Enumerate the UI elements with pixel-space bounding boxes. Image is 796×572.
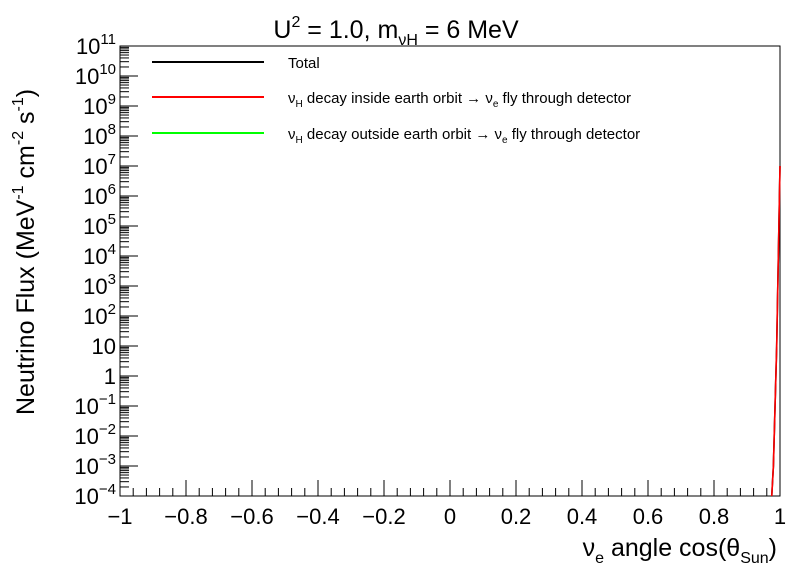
ylabel-s1: -1 (10, 185, 27, 199)
title-sub: νH (398, 32, 418, 49)
y-tick-label: 105 (83, 211, 116, 239)
legend-entry: νH decay inside earth orbit → νe fly thr… (288, 90, 631, 110)
y-tick-label: 10−4 (74, 481, 116, 509)
xlabel-sub2: Sun (740, 550, 768, 567)
y-tick-labels: 10−410−310−210−11 10 102103104105106107108… (74, 31, 116, 509)
x-tick-label: −0.8 (164, 504, 207, 529)
x-tick-label: −0.4 (296, 504, 339, 529)
y-tick-label: 10−1 (74, 391, 116, 419)
x-tick-label: −0.6 (230, 504, 273, 529)
ylabel-d: ) (12, 89, 40, 97)
xlabel-post: ) (769, 534, 777, 562)
legend-entry: νH decay outside earth orbit → νe fly th… (288, 126, 640, 146)
y-tick-label: 107 (83, 151, 116, 179)
y-tick-label: 109 (83, 91, 116, 119)
y-tick-label: 1011 (76, 31, 116, 59)
xlabel-pre: ν (583, 534, 596, 562)
x-tick-label: −1 (107, 504, 132, 529)
y-axis-label: Neutrino Flux (MeV-1 cm-2 s-1) (10, 89, 40, 415)
x-tick-label: −0.2 (362, 504, 405, 529)
y-tick-label: 104 (83, 241, 116, 269)
y-tick-label: 10 (92, 334, 116, 359)
chart-title: U2 = 1.0, mνH = 6 MeV (273, 14, 519, 49)
title-mid: = 1.0, m (300, 16, 398, 44)
xlabel-mid: angle cos(θ (604, 534, 740, 562)
y-tick-label: 108 (83, 121, 116, 149)
plot-frame (119, 45, 781, 497)
xlabel-sub1: e (595, 550, 604, 567)
x-tick-label: 0.6 (633, 504, 664, 529)
ylabel-s2: -2 (10, 131, 27, 145)
x-tick-label: 0 (444, 504, 456, 529)
title-base: U (273, 16, 291, 44)
y-tick-label: 106 (83, 181, 116, 209)
title-sup: 2 (291, 14, 300, 31)
x-tick-label: 0.4 (567, 504, 598, 529)
y-tick-label: 1 (104, 364, 116, 389)
ylabel-c: s (12, 111, 40, 130)
y-tick-label: 10−3 (74, 451, 116, 479)
y-tick-label: 102 (83, 301, 116, 329)
legend: Total νH decay inside earth orbit → νe fl… (152, 55, 640, 146)
ylabel-a: Neutrino Flux (MeV (12, 199, 40, 415)
y-tick-label: 10−2 (74, 421, 116, 449)
y-tick-label: 103 (83, 271, 116, 299)
x-tick-labels: −1 −0.8 −0.6 −0.4 −0.2 0 0.2 0.4 0.6 0.8 1 (107, 504, 786, 529)
axis-ticks (119, 45, 781, 497)
x-tick-label: 0.2 (501, 504, 532, 529)
x-tick-label: 1 (774, 504, 786, 529)
series-line (770, 165, 781, 497)
x-tick-label: 0.8 (699, 504, 730, 529)
ylabel-s3: -1 (10, 97, 27, 111)
data-series (770, 165, 781, 497)
x-axis-label: νe angle cos(θSun) (583, 534, 777, 567)
title-tail: = 6 MeV (418, 16, 519, 44)
y-tick-label: 1010 (75, 61, 116, 89)
legend-entry: Total (288, 55, 320, 72)
ylabel-b: cm (12, 145, 40, 185)
